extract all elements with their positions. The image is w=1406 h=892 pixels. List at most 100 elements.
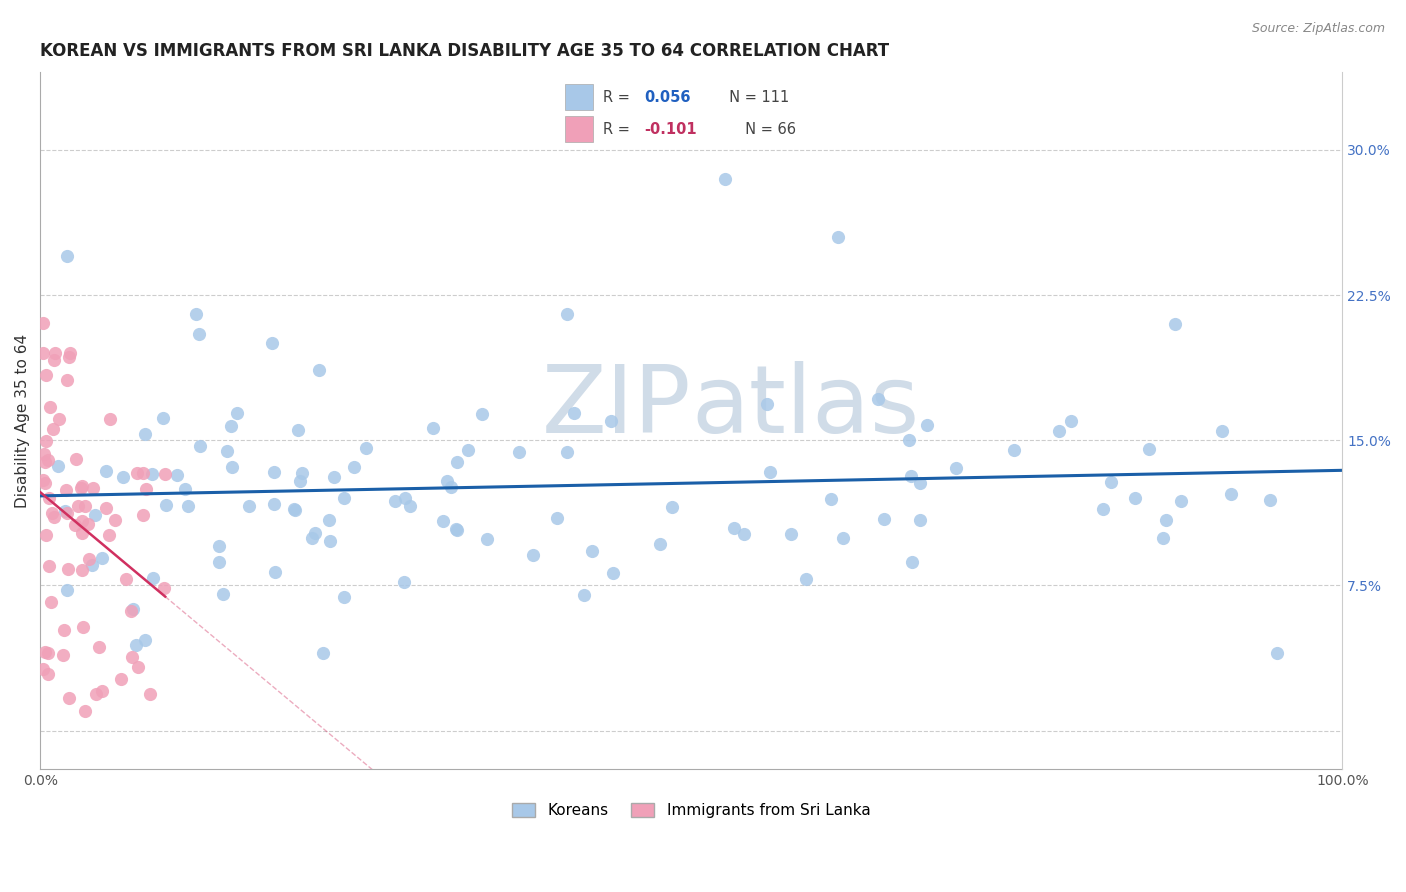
Y-axis label: Disability Age 35 to 64: Disability Age 35 to 64 — [15, 334, 30, 508]
Point — [111, 469, 134, 483]
Point — [1170, 494, 1192, 508]
Point — [55, 483, 77, 497]
Point — [713, 172, 735, 186]
Point — [82, 482, 104, 496]
Point — [122, 602, 145, 616]
Point — [34, 645, 56, 659]
Point — [392, 574, 415, 589]
Point — [174, 483, 197, 497]
Point — [69, 481, 91, 495]
Point — [56, 562, 79, 576]
Point — [868, 392, 890, 406]
Point — [153, 467, 176, 481]
Point — [188, 439, 211, 453]
Point — [66, 499, 89, 513]
Point — [56, 249, 79, 263]
Point — [263, 465, 285, 479]
Point — [263, 497, 285, 511]
Point — [312, 646, 335, 660]
Point — [264, 565, 287, 579]
Text: R =: R = — [603, 122, 634, 137]
Point — [42, 353, 65, 368]
Point — [648, 537, 671, 551]
Point — [65, 452, 87, 467]
Text: N = 111: N = 111 — [720, 90, 789, 105]
Point — [34, 368, 56, 383]
Point — [562, 407, 585, 421]
Point — [70, 563, 93, 577]
Point — [394, 491, 416, 505]
Point — [121, 649, 143, 664]
Point — [44, 346, 66, 360]
Point — [120, 604, 142, 618]
Text: -0.101: -0.101 — [644, 122, 696, 137]
Point — [125, 466, 148, 480]
Point — [283, 503, 305, 517]
Point — [600, 414, 623, 428]
Point — [581, 543, 603, 558]
Point — [84, 688, 107, 702]
Point — [759, 465, 782, 479]
Point — [56, 373, 79, 387]
Point — [1154, 513, 1177, 527]
Text: 0.056: 0.056 — [644, 90, 690, 105]
Point — [915, 417, 938, 432]
Point — [70, 478, 93, 492]
Point — [827, 230, 849, 244]
Point — [457, 442, 479, 457]
Point — [291, 466, 314, 480]
Point — [32, 662, 55, 676]
Point — [225, 406, 247, 420]
Legend: Koreans, Immigrants from Sri Lanka: Koreans, Immigrants from Sri Lanka — [506, 797, 876, 824]
Point — [779, 527, 801, 541]
Point — [72, 620, 94, 634]
Point — [522, 548, 544, 562]
Point — [177, 500, 200, 514]
Point — [555, 307, 578, 321]
Point — [910, 513, 932, 527]
Point — [602, 566, 624, 581]
FancyBboxPatch shape — [565, 85, 593, 110]
Point — [48, 412, 70, 426]
Point — [436, 474, 458, 488]
Point — [221, 460, 243, 475]
Point — [139, 687, 162, 701]
Point — [546, 510, 568, 524]
Point — [53, 624, 76, 638]
Point — [661, 500, 683, 515]
Point — [94, 500, 117, 515]
Point — [208, 539, 231, 553]
Point — [84, 508, 107, 522]
Point — [318, 534, 340, 549]
Point — [184, 307, 207, 321]
Text: R =: R = — [603, 90, 634, 105]
Point — [1258, 493, 1281, 508]
Point — [46, 459, 69, 474]
Point — [262, 336, 284, 351]
Point — [37, 667, 59, 681]
Point — [1060, 414, 1083, 428]
Point — [444, 522, 467, 536]
Point — [87, 640, 110, 655]
Point — [322, 470, 344, 484]
Point — [98, 411, 121, 425]
Point — [135, 482, 157, 496]
Point — [945, 461, 967, 475]
Point — [91, 683, 114, 698]
Point — [37, 453, 59, 467]
Text: N = 66: N = 66 — [735, 122, 796, 137]
Point — [555, 445, 578, 459]
Point — [82, 558, 104, 573]
Point — [35, 434, 58, 448]
Point — [446, 455, 468, 469]
Point — [131, 466, 153, 480]
Point — [1137, 442, 1160, 456]
Point — [471, 407, 494, 421]
Point — [288, 474, 311, 488]
Point — [35, 528, 58, 542]
Point — [572, 588, 595, 602]
Point — [110, 672, 132, 686]
Point — [723, 521, 745, 535]
Point — [41, 506, 63, 520]
Point — [1125, 491, 1147, 505]
